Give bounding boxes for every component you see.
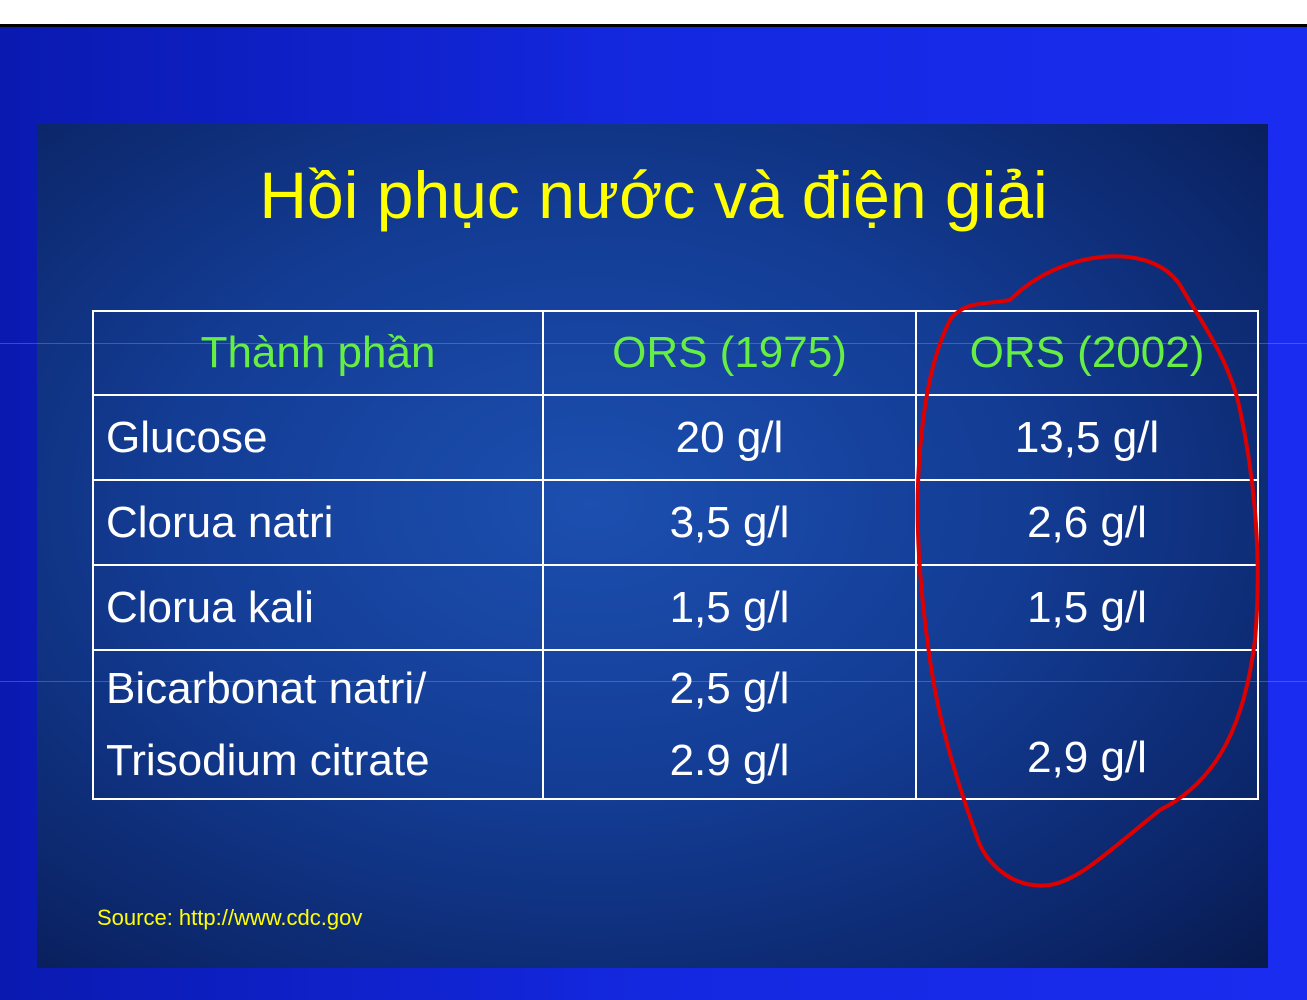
table-row: Bicarbonat natri/ Trisodium citrate 2,5 … — [92, 649, 1259, 800]
table-header-row: Thành phần ORS (1975) ORS (2002) — [92, 310, 1259, 396]
table-row: Clorua natri 3,5 g/l 2,6 g/l — [92, 479, 1259, 566]
row-ors-2002: 2,9 g/l — [915, 649, 1259, 800]
row-ors-1975-line: 2,5 g/l — [669, 663, 790, 713]
header-ors-2002: ORS (2002) — [915, 310, 1259, 396]
top-border — [0, 0, 1307, 27]
row-ors-1975: 1,5 g/l — [542, 564, 917, 651]
row-ors-2002-value: 2,9 g/l — [1027, 733, 1147, 782]
row-ors-1975: 2,5 g/l 2.9 g/l — [542, 649, 917, 800]
row-component-line: Bicarbonat natri/ — [106, 663, 427, 713]
row-component: Bicarbonat natri/ Trisodium citrate — [92, 649, 544, 800]
row-component: Clorua kali — [92, 564, 544, 651]
header-component: Thành phần — [92, 310, 544, 396]
row-component: Clorua natri — [92, 479, 544, 566]
row-component-line: Trisodium citrate — [106, 735, 430, 785]
row-ors-2002: 13,5 g/l — [915, 394, 1259, 481]
row-ors-1975: 20 g/l — [542, 394, 917, 481]
row-ors-1975: 3,5 g/l — [542, 479, 917, 566]
table-row: Glucose 20 g/l 13,5 g/l — [92, 394, 1259, 481]
row-component: Glucose — [92, 394, 544, 481]
source-citation: Source: http://www.cdc.gov — [97, 905, 363, 930]
row-ors-2002: 1,5 g/l — [915, 564, 1259, 651]
slide-title: Hồi phục nước và điện giải — [259, 158, 1048, 232]
table-row: Clorua kali 1,5 g/l 1,5 g/l — [92, 564, 1259, 651]
row-ors-1975-line: 2.9 g/l — [669, 735, 790, 785]
row-ors-2002: 2,6 g/l — [915, 479, 1259, 566]
ors-table: Thành phần ORS (1975) ORS (2002) Glucose… — [92, 310, 1259, 800]
header-ors-1975: ORS (1975) — [542, 310, 917, 396]
